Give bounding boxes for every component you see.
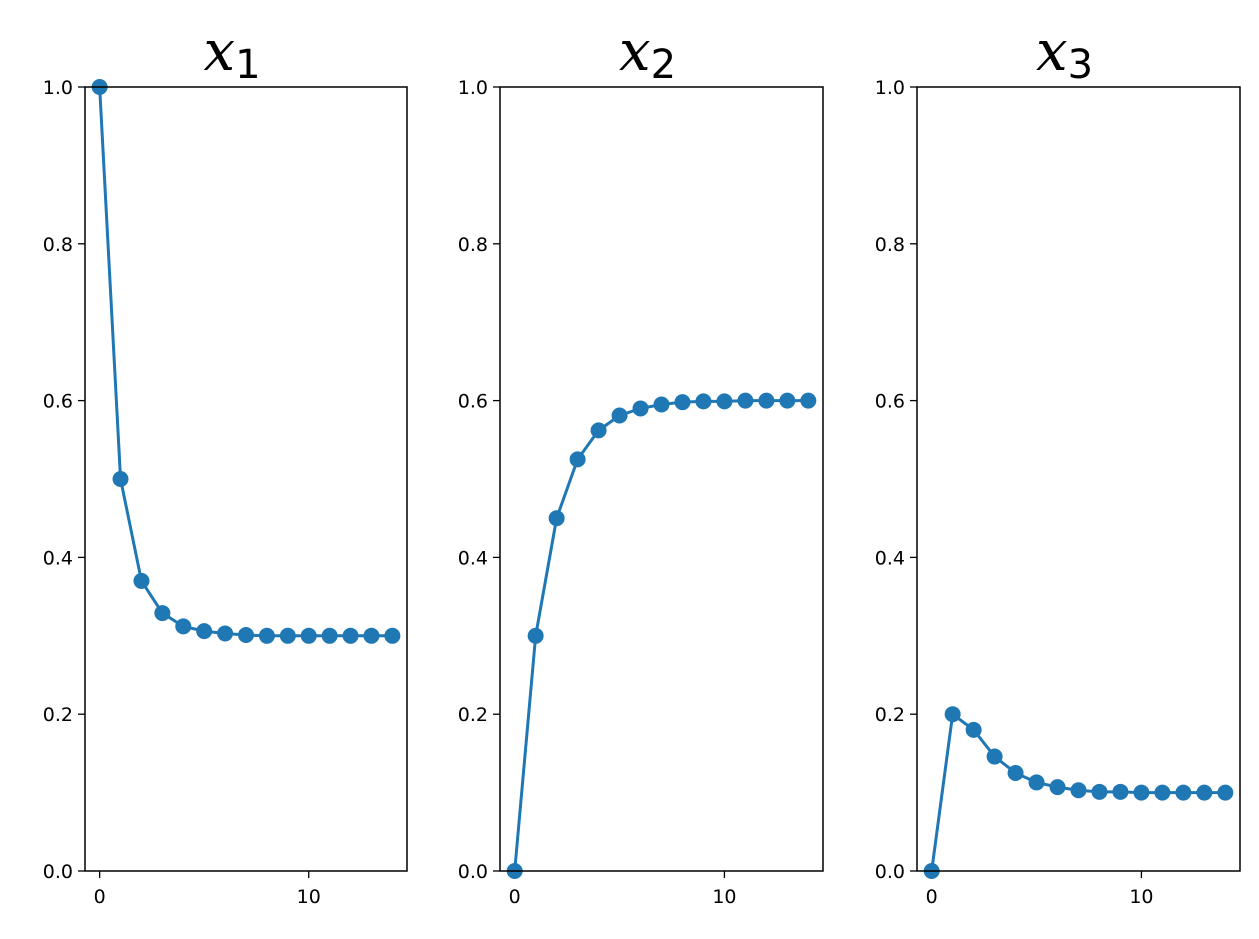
data-point: [300, 627, 317, 644]
data-point: [965, 721, 982, 738]
y-tick-label: 0.4: [43, 547, 73, 569]
data-point: [527, 627, 544, 644]
y-tick-label: 1.0: [458, 77, 488, 99]
x-tick-label: 10: [712, 886, 736, 908]
axes-frame: [499, 86, 824, 872]
data-point: [1049, 779, 1066, 796]
y-tick-label: 0.0: [43, 861, 73, 883]
y-tick-label: 0.4: [875, 547, 905, 569]
data-point: [1154, 784, 1171, 801]
y-tick-label: 1.0: [43, 77, 73, 99]
data-point: [175, 618, 192, 635]
data-point: [632, 400, 649, 417]
data-point: [384, 627, 401, 644]
y-tick-label: 0.2: [875, 704, 905, 726]
y-tick-label: 0.8: [875, 234, 905, 256]
data-point: [716, 393, 733, 410]
data-point: [363, 627, 380, 644]
data-point: [1175, 784, 1192, 801]
y-tick-label: 0.8: [458, 234, 488, 256]
data-point: [986, 748, 1003, 765]
data-point: [758, 392, 775, 409]
data-point: [154, 605, 171, 622]
data-point: [653, 396, 670, 413]
axes-frame: [84, 86, 408, 872]
data-point: [611, 407, 628, 424]
data-point: [1112, 783, 1129, 800]
data-point: [196, 623, 213, 640]
subplot-title: x3: [1036, 19, 1093, 88]
data-point: [944, 706, 961, 723]
y-tick-label: 0.4: [458, 547, 488, 569]
subplot-2: x2 0.0 0.2 0.4 0.6 0.8 1.0 0 10: [458, 19, 824, 908]
data-point: [674, 394, 691, 411]
data-point: [279, 627, 296, 644]
subplot-title-main: x: [203, 19, 235, 84]
data-point: [342, 627, 359, 644]
data-point: [548, 510, 565, 527]
subplot-title-subscript: 3: [1068, 42, 1093, 88]
data-point: [217, 625, 234, 642]
axes-frame: [916, 86, 1241, 872]
x-tick-label: 0: [94, 886, 106, 908]
subplot-3: x3 0.0 0.2 0.4 0.6 0.8 1.0 0 10: [875, 19, 1241, 908]
data-point: [1217, 784, 1234, 801]
y-tick-label: 0.0: [458, 861, 488, 883]
y-tick-label: 0.6: [43, 391, 73, 413]
y-tick-label: 1.0: [875, 77, 905, 99]
subplot-title-subscript: 1: [235, 42, 260, 88]
data-point: [321, 627, 338, 644]
data-point: [569, 451, 586, 468]
data-point: [1007, 765, 1024, 781]
data-point: [238, 627, 254, 644]
y-tick-label: 0.8: [43, 234, 73, 256]
data-point: [1133, 784, 1150, 801]
subplot-title-subscript: 2: [651, 42, 676, 88]
subplot-title-main: x: [619, 19, 651, 84]
x-tick-label: 0: [926, 886, 938, 908]
data-point: [133, 572, 150, 589]
data-point: [779, 392, 796, 409]
subplot-1: x1 0.0 0.2 0.4 0.6 0.8 1.0 0 10: [43, 19, 408, 908]
data-point: [800, 392, 817, 409]
y-tick-label: 0.2: [458, 704, 488, 726]
y-tick-label: 0.6: [458, 391, 488, 413]
data-point: [258, 627, 275, 644]
x-tick-label: 10: [297, 886, 321, 908]
data-point: [695, 393, 712, 410]
y-tick-label: 0.6: [875, 391, 905, 413]
subplot-title: x2: [619, 19, 676, 88]
data-point: [737, 392, 754, 409]
subplot-title-main: x: [1036, 19, 1068, 84]
x-tick-label: 0: [509, 886, 521, 908]
data-point: [590, 422, 607, 439]
subplot-title: x1: [203, 19, 260, 88]
y-tick-label: 0.2: [43, 704, 73, 726]
data-point: [1091, 783, 1108, 800]
data-point: [1070, 782, 1087, 799]
y-tick-label: 0.0: [875, 861, 905, 883]
x-tick-label: 10: [1129, 886, 1153, 908]
data-point: [1196, 784, 1213, 801]
data-point: [112, 471, 129, 487]
data-point: [1028, 774, 1045, 791]
